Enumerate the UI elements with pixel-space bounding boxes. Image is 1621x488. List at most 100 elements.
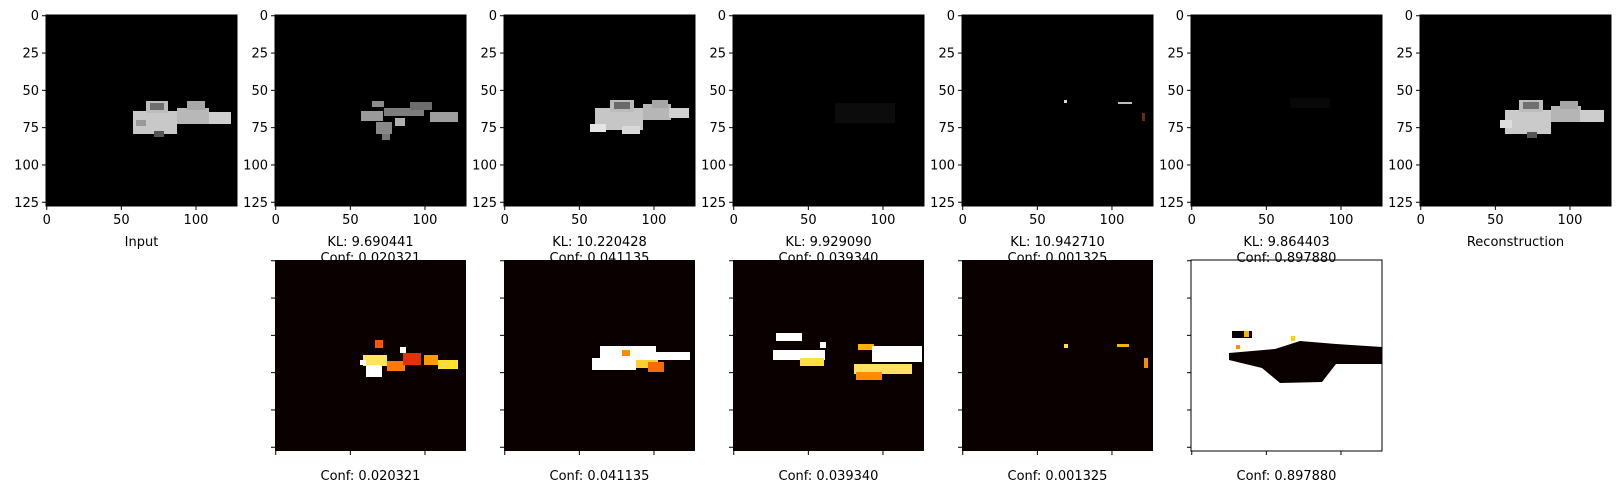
- panel-label-conf-5: Conf: 0.897880: [1237, 251, 1337, 266]
- x-tick-label: 100: [1329, 213, 1354, 228]
- faint-image: [1118, 102, 1132, 104]
- faint-image: [1142, 113, 1145, 121]
- top-labels: Input KL: 9.690441 Conf: 0.020321 KL: 10…: [125, 235, 1564, 266]
- y-tick-label: 0: [1405, 9, 1413, 24]
- car-partial-image: [361, 101, 458, 140]
- panel-label-conf-4: Conf: 0.001325: [1008, 251, 1108, 266]
- y-tick-label: 50: [709, 84, 726, 99]
- conf-map-label-2: Conf: 0.041135: [550, 469, 650, 484]
- y-tick-label: 75: [1396, 121, 1413, 136]
- x-tick-label: 100: [1558, 213, 1583, 228]
- conf-map-label-3: Conf: 0.039340: [779, 469, 879, 484]
- conf-map-label-1: Conf: 0.020321: [321, 469, 421, 484]
- y-tick-label: 25: [251, 47, 268, 62]
- y-tick-label: 25: [22, 47, 39, 62]
- panel-label-conf-3: Conf: 0.039340: [779, 251, 879, 266]
- faint-image: [1064, 100, 1067, 103]
- y-tick-label: 125: [930, 196, 955, 211]
- y-tick-label: 125: [701, 196, 726, 211]
- x-tick-label: 50: [571, 213, 588, 228]
- panel-kl-2: [504, 15, 695, 206]
- conf-map-3: [733, 260, 924, 451]
- y-tick-label: 125: [243, 196, 268, 211]
- y-tick-label: 125: [1159, 196, 1184, 211]
- y-tick-label: 25: [1396, 47, 1413, 62]
- x-tick-label: 100: [413, 213, 438, 228]
- y-tick-label: 75: [938, 121, 955, 136]
- y-tick-label: 50: [938, 84, 955, 99]
- y-tick-label: 25: [1167, 47, 1184, 62]
- y-tick-label: 25: [709, 47, 726, 62]
- x-tick-label: 0: [959, 213, 967, 228]
- image-area: [733, 15, 924, 206]
- panel-label-input: Input: [125, 235, 159, 250]
- x-tick-label: 50: [113, 213, 130, 228]
- x-tick-label: 0: [1417, 213, 1425, 228]
- y-tick-label: 100: [243, 158, 268, 173]
- axes-frame: [1419, 14, 1612, 207]
- y-tick-label: 0: [718, 9, 726, 24]
- panel-reconstruction: [1420, 15, 1611, 206]
- car-image: [590, 100, 689, 134]
- axes-frame: [961, 14, 1154, 207]
- y-tick-label: 50: [1167, 84, 1184, 99]
- y-tick-label: 100: [1159, 158, 1184, 173]
- panel-kl-1: [275, 15, 466, 206]
- faint-image: [835, 103, 895, 123]
- y-tick-label: 75: [251, 121, 268, 136]
- axes-layer: 0 25 50 75 100 125 0 50 100 0 25 50 75 100 125 0 50 100 0 2…: [14, 9, 1612, 455]
- y-tick-label: 75: [1167, 121, 1184, 136]
- x-tick-label: 100: [1100, 213, 1125, 228]
- heat-blobs: [1229, 331, 1382, 383]
- x-tick-label: 50: [1029, 213, 1046, 228]
- heat-blobs: [592, 346, 690, 372]
- heat-blobs: [1064, 344, 1148, 368]
- conf-map-label-5: Conf: 0.897880: [1237, 469, 1337, 484]
- y-tick-label: 75: [709, 121, 726, 136]
- panel-label-reconstruction: Reconstruction: [1467, 235, 1564, 250]
- x-tick-label: 0: [1188, 213, 1196, 228]
- panel-input: [46, 15, 237, 206]
- y-tick-label: 75: [22, 121, 39, 136]
- x-tick-label: 0: [272, 213, 280, 228]
- axes-frame: [1190, 14, 1383, 207]
- panel-label-kl-2: KL: 10.220428: [552, 235, 647, 250]
- conf-map-5: [1190, 259, 1383, 452]
- y-tick-label: 0: [260, 9, 268, 24]
- y-tick-label: 50: [251, 84, 268, 99]
- x-tick-label: 100: [642, 213, 667, 228]
- y-tick-label: 50: [1396, 84, 1413, 99]
- axes-frame: [274, 14, 467, 207]
- x-tick-label: 50: [800, 213, 817, 228]
- image-area: [962, 15, 1153, 206]
- y-tick-label: 125: [1388, 196, 1413, 211]
- conf-map-4: [962, 260, 1153, 451]
- y-tick-label: 0: [489, 9, 497, 24]
- panel-kl-5: [1191, 15, 1382, 206]
- y-tick-label: 0: [947, 9, 955, 24]
- y-tick-label: 50: [480, 84, 497, 99]
- panel-label-kl-1: KL: 9.690441: [327, 235, 413, 250]
- map-frame: [1190, 259, 1383, 452]
- x-tick-label: 50: [342, 213, 359, 228]
- car-image: [133, 101, 231, 137]
- y-tick-label: 100: [14, 158, 39, 173]
- heat-blobs: [773, 333, 922, 380]
- y-tick-label: 50: [22, 84, 39, 99]
- panel-kl-3: [733, 15, 924, 206]
- panel-label-kl-4: KL: 10.942710: [1010, 235, 1105, 250]
- conf-map-2: [504, 260, 695, 451]
- y-tick-label: 75: [480, 121, 497, 136]
- panel-kl-4: [962, 15, 1153, 206]
- panel-label-conf-2: Conf: 0.041135: [550, 251, 650, 266]
- x-tick-label: 0: [730, 213, 738, 228]
- y-tick-label: 100: [701, 158, 726, 173]
- axes-frame: [45, 14, 238, 207]
- x-tick-label: 0: [501, 213, 509, 228]
- axes-frame: [732, 14, 925, 207]
- car-image: [1500, 100, 1604, 138]
- y-tick-label: 100: [1388, 158, 1413, 173]
- heat-blobs: [360, 340, 458, 377]
- y-tick-label: 0: [31, 9, 39, 24]
